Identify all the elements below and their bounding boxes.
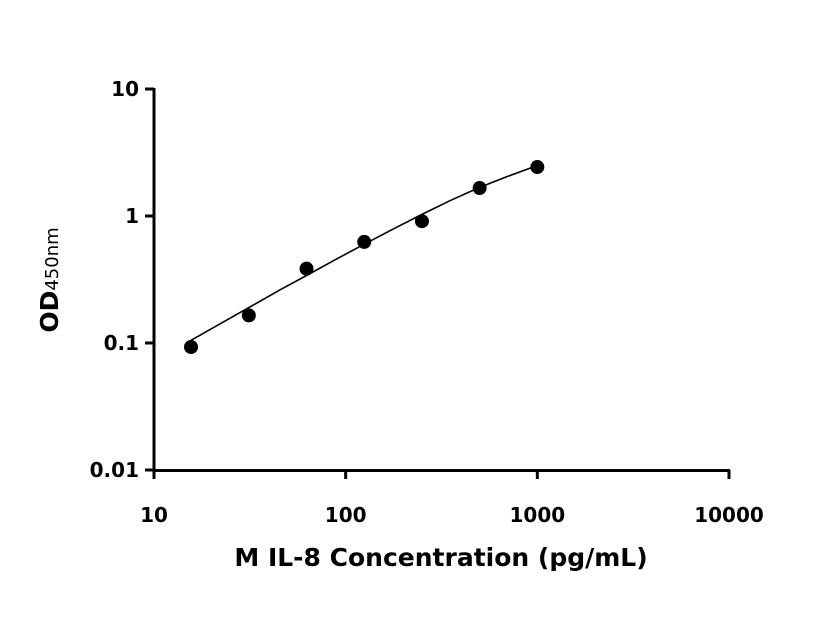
y-tick-label: 10 (111, 77, 139, 101)
data-point (472, 181, 487, 196)
y-tick-label: 1 (125, 204, 139, 228)
x-axis-title: M IL-8 Concentration (pg/mL) (234, 543, 647, 572)
data-point (530, 160, 545, 175)
data-point (184, 340, 199, 355)
x-tick-label: 10 (140, 503, 168, 527)
x-tick-label: 100 (325, 503, 367, 527)
x-tick-label: 1000 (509, 503, 565, 527)
y-axis-title-main: OD (35, 291, 64, 333)
data-points (184, 160, 545, 355)
data-point (299, 261, 314, 276)
data-point (241, 308, 256, 323)
y-tick-label: 0.01 (90, 458, 139, 482)
data-point (414, 214, 429, 229)
y-axis-title: OD450nm (35, 227, 64, 332)
data-point (357, 234, 372, 249)
y-ticks: 0.01 0.1 1 10 (90, 77, 154, 482)
y-tick-label: 0.1 (104, 331, 139, 355)
x-tick-label: 10000 (694, 503, 764, 527)
x-ticks: 10 100 1000 10000 (140, 470, 764, 527)
y-axis-title-sub: 450nm (42, 227, 63, 290)
axes (152, 88, 730, 472)
